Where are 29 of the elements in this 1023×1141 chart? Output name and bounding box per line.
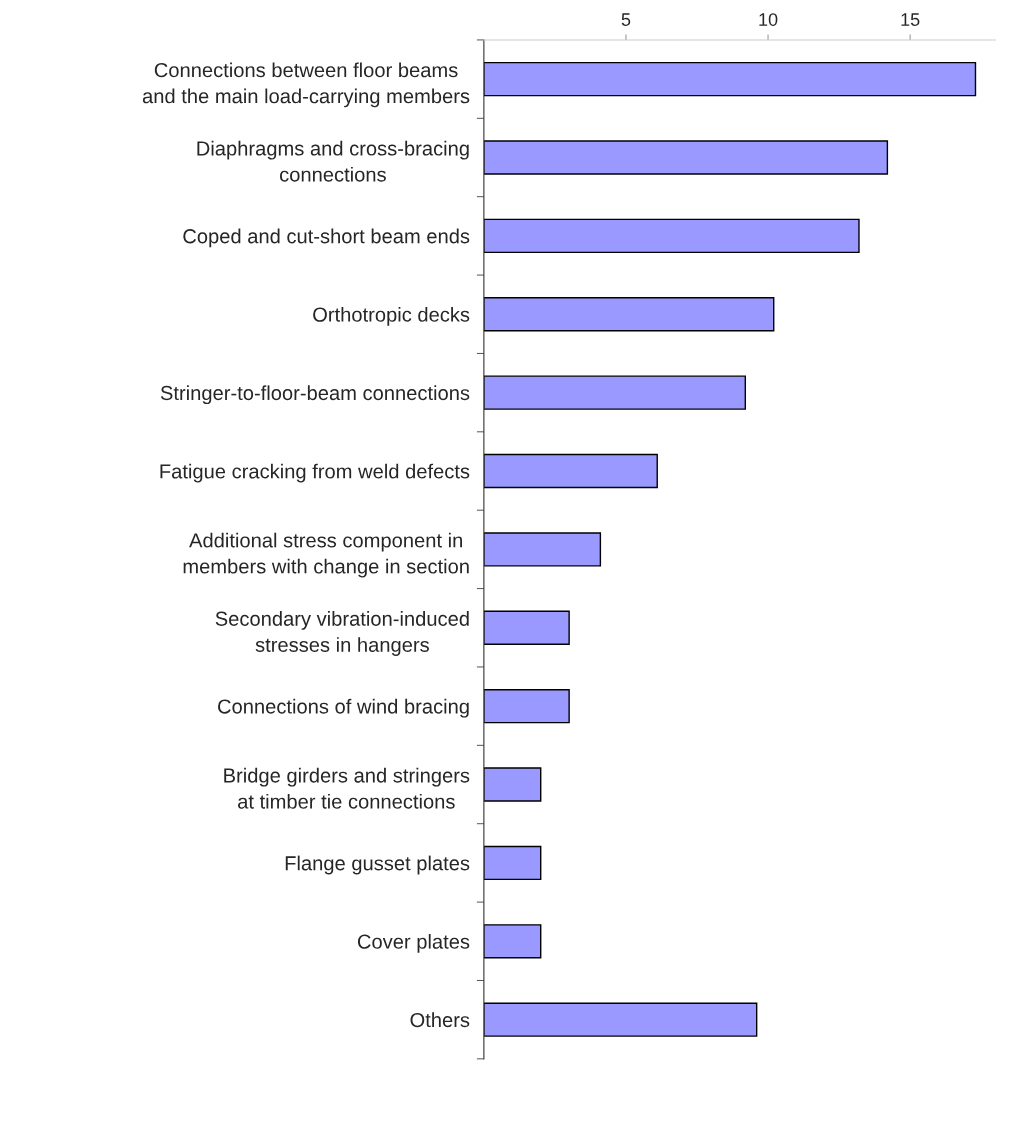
y-tick-label: Others: [410, 1012, 470, 1028]
bar: [483, 453, 658, 489]
y-tick-label: Connections between floor beams and the main load-carrying members: [142, 62, 470, 108]
y-tick-label: Secondary vibration-induced stresses in hangers: [215, 611, 469, 656]
bar: [483, 845, 542, 881]
bar: [483, 61, 977, 97]
x-tick-label: 10: [759, 13, 778, 26]
bar: [483, 924, 542, 959]
y-tick-label: Cover plates: [357, 933, 470, 953]
y-tick-label: Coped and cut-short beam ends: [183, 228, 470, 248]
y-tick-label: Diaphragms and cross-bracing connections: [197, 140, 469, 182]
bar: [483, 375, 747, 410]
bar: [483, 140, 889, 175]
y-tick-label: Bridge girders and stringers at timber tie connections: [224, 767, 470, 809]
y-tick-label: Orthotropic decks: [313, 306, 470, 326]
bar: [483, 297, 775, 332]
bar: [483, 610, 570, 645]
y-tick-label: Additional stress component in members with change in section: [183, 532, 469, 578]
x-tick-label: 15: [901, 13, 920, 26]
y-tick-label: Fatigue cracking from weld defects: [160, 463, 470, 483]
y-tick-label: Stringer-to-floor-beam connections: [160, 385, 470, 405]
bar: [483, 218, 860, 254]
x-tick-label: 5: [621, 13, 631, 26]
bar: [483, 1002, 758, 1037]
y-tick-label: Flange gusset plates: [285, 855, 470, 875]
bar: [483, 767, 542, 802]
bar: [483, 532, 602, 567]
bar: [483, 688, 570, 724]
y-tick-label: Connections of wind bracing: [218, 698, 469, 718]
